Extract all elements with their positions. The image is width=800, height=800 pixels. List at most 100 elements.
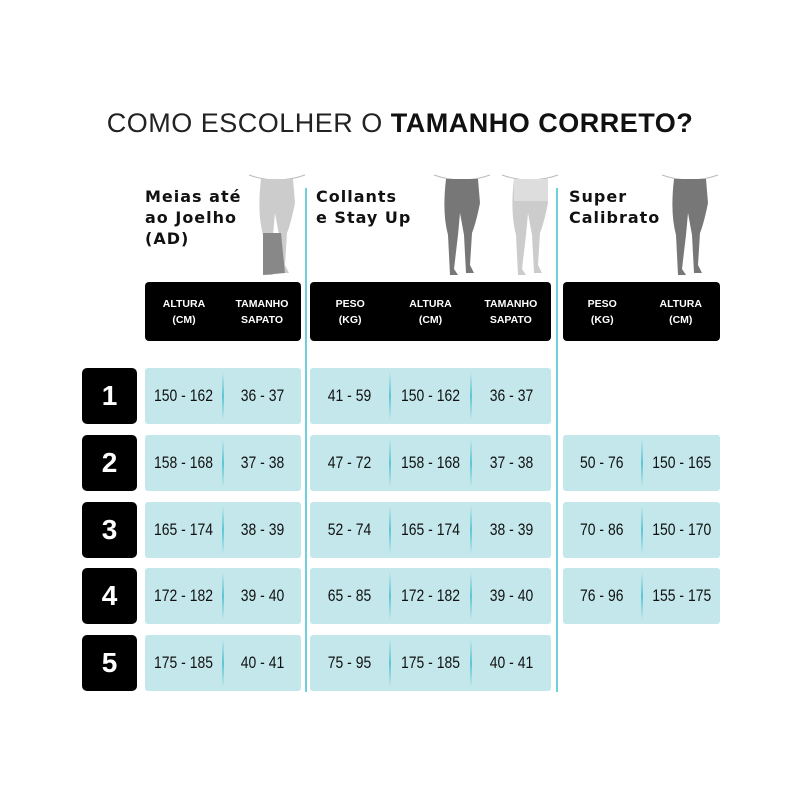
legs-illustration (500, 173, 560, 282)
table-cell: 150 - 170 (651, 520, 711, 539)
table-cell: 75 - 95 (327, 653, 372, 672)
column-header-line: (KG) (590, 313, 614, 326)
table-cell: 37 - 38 (489, 453, 534, 472)
group-name-line: Calibrato (569, 208, 661, 227)
table-row: 70 - 86 150 - 170 (563, 502, 720, 558)
table-cell: 172 - 182 (154, 586, 213, 605)
cell-divider (389, 572, 391, 620)
table-cell: 150 - 162 (154, 386, 213, 405)
legs-illustration (660, 173, 720, 282)
title-regular: COMO ESCOLHER O (106, 108, 391, 138)
cell-divider (470, 572, 472, 620)
title-bold: TAMANHO CORRETO? (390, 108, 694, 138)
size-number: 2 (82, 435, 137, 491)
table-row: 52 - 74 165 - 174 38 - 39 (310, 502, 551, 558)
table-cell: 165 - 174 (401, 520, 460, 539)
group-name-line: Collants (316, 187, 398, 206)
group-name: Collants e Stay Up (316, 186, 411, 228)
table-cell: 41 - 59 (327, 386, 372, 405)
table-cell: 36 - 37 (489, 386, 534, 405)
table-cell: 39 - 40 (240, 586, 285, 605)
column-header-line: ALTURA (409, 297, 452, 310)
table-row: 150 - 162 36 - 37 (145, 368, 301, 424)
table-cell: 47 - 72 (327, 453, 372, 472)
column-header-line: (CM) (172, 313, 196, 326)
column-header: ALTURA (CM) (145, 282, 223, 341)
size-number: 5 (82, 635, 137, 691)
column-header: ALTURA (CM) (642, 282, 721, 341)
column-header-line: TAMANHO (484, 297, 538, 310)
group-name: Meias até ao Joelho (AD) (145, 186, 241, 249)
table-row: 75 - 95 175 - 185 40 - 41 (310, 635, 551, 691)
column-header-bar: PESO (KG) ALTURA (CM) TAMANHO SAPATO (310, 282, 551, 341)
column-header-line: SAPATO (489, 313, 532, 326)
table-cell: 50 - 76 (580, 453, 624, 472)
cell-divider (389, 506, 391, 554)
table-cell: 70 - 86 (580, 520, 624, 539)
table-row: 76 - 96 155 - 175 (563, 568, 720, 624)
cell-divider (222, 572, 224, 620)
table-cell: 65 - 85 (327, 586, 372, 605)
table-row: 50 - 76 150 - 165 (563, 435, 720, 491)
size-number: 1 (82, 368, 137, 424)
table-row: 175 - 185 40 - 41 (145, 635, 301, 691)
column-header-line: SAPATO (240, 313, 283, 326)
table-cell: 38 - 39 (240, 520, 285, 539)
column-header: PESO (KG) (563, 282, 642, 341)
table-cell: 155 - 175 (651, 586, 711, 605)
page-title: COMO ESCOLHER O TAMANHO CORRETO? (0, 108, 800, 139)
table-cell: 40 - 41 (489, 653, 534, 672)
table-cell: 158 - 168 (154, 453, 213, 472)
table-cell: 76 - 96 (580, 586, 624, 605)
column-header-line: (CM) (418, 313, 443, 326)
table-cell: 150 - 165 (651, 453, 711, 472)
table-cell: 36 - 37 (240, 386, 285, 405)
table-row: 158 - 168 37 - 38 (145, 435, 301, 491)
cell-divider (389, 439, 391, 487)
legs-illustration (432, 173, 492, 282)
column-header: ALTURA (CM) (390, 282, 470, 341)
table-cell: 40 - 41 (240, 653, 285, 672)
table-row: 172 - 182 39 - 40 (145, 568, 301, 624)
group-name-line: Super (569, 187, 628, 206)
table-cell: 39 - 40 (489, 586, 534, 605)
table-cell: 175 - 185 (154, 653, 213, 672)
cell-divider (222, 639, 224, 687)
table-cell: 52 - 74 (327, 520, 372, 539)
cell-divider (470, 439, 472, 487)
cell-divider (222, 439, 224, 487)
column-header-line: PESO (335, 297, 365, 310)
table-cell: 172 - 182 (401, 586, 460, 605)
column-header-line: (KG) (338, 313, 362, 326)
cell-divider (470, 372, 472, 420)
group-divider (556, 188, 558, 692)
table-row: 65 - 85 172 - 182 39 - 40 (310, 568, 551, 624)
group-name-line: (AD) (145, 229, 190, 248)
legs-illustration (247, 173, 307, 282)
cell-divider (389, 639, 391, 687)
size-number: 4 (82, 568, 137, 624)
table-cell: 38 - 39 (489, 520, 534, 539)
table-row: 47 - 72 158 - 168 37 - 38 (310, 435, 551, 491)
column-header: TAMANHO SAPATO (471, 282, 551, 341)
table-cell: 150 - 162 (401, 386, 460, 405)
cell-divider (222, 506, 224, 554)
cell-divider (640, 572, 643, 620)
column-header-line: ALTURA (162, 297, 206, 310)
column-header-line: TAMANHO (235, 297, 289, 310)
cell-divider (470, 506, 472, 554)
table-cell: 175 - 185 (401, 653, 460, 672)
column-header-line: ALTURA (659, 297, 702, 310)
group-divider (305, 188, 307, 692)
cell-divider (389, 372, 391, 420)
column-header: TAMANHO SAPATO (223, 282, 301, 341)
table-row: 165 - 174 38 - 39 (145, 502, 301, 558)
group-name-line: e Stay Up (316, 208, 412, 227)
table-cell: 158 - 168 (401, 453, 460, 472)
cell-divider (640, 506, 643, 554)
column-header-line: PESO (587, 297, 617, 310)
column-header: PESO (KG) (310, 282, 390, 341)
table-cell: 165 - 174 (154, 520, 213, 539)
table-cell: 37 - 38 (240, 453, 285, 472)
table-row: 41 - 59 150 - 162 36 - 37 (310, 368, 551, 424)
